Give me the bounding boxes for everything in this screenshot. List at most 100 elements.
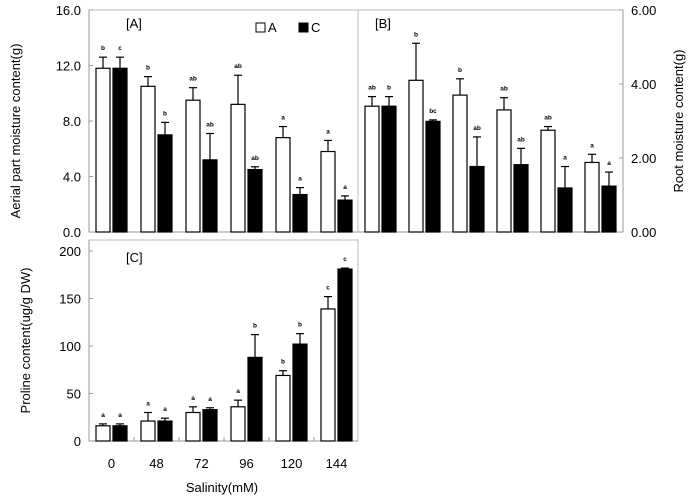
significance-letter: c [118,45,122,52]
significance-letter: a [281,115,285,122]
x-axis-title: Salinity(mM) [186,480,258,495]
bar-A-144 [584,161,600,233]
significance-letter: a [236,388,240,395]
bar-A-0 [364,105,380,233]
significance-letter: a [326,128,330,135]
y-tick-label: 12.0 [56,59,81,74]
significance-letter: c [343,256,347,263]
plot-frame [357,9,624,233]
significance-letter: b [163,110,167,117]
bar-A-96 [496,109,512,233]
significance-letter: b [101,45,105,52]
significance-letter: ab [517,136,525,143]
significance-letter: b [458,67,462,74]
bar-C-72 [202,409,218,442]
significance-letter: ab [251,155,259,162]
panel-label: [A] [126,16,142,31]
legend-label: C [311,20,320,35]
legend-swatch-C [298,22,309,33]
y-tick-label: 0.0 [63,225,81,240]
significance-letter: b [146,65,150,72]
y-tick-label: 150 [59,292,81,307]
bar-A-48 [408,79,424,233]
significance-letter: a [607,160,611,167]
bar-C-144 [337,199,353,233]
significance-letter: c [326,285,330,292]
bar-A-120 [275,374,291,442]
bar-A-48 [140,420,156,442]
significance-letter: bc [429,108,437,115]
plot-frame [88,239,359,442]
bar-A-96 [230,103,246,233]
x-tick-label: 96 [239,456,253,471]
significance-letter: a [101,412,105,419]
legend-label: A [268,20,277,35]
bar-C-0 [112,67,128,233]
significance-letter: ab [473,125,481,132]
significance-letter: b [281,359,285,366]
y-tick-label: 200 [59,244,81,259]
bar-A-0 [95,425,111,442]
bar-C-144 [337,268,353,442]
bar-A-0 [95,67,111,233]
y-tick-label: 16.0 [56,3,81,18]
x-tick-label: 120 [281,456,303,471]
bar-C-48 [157,420,173,442]
bar-A-144 [320,150,336,233]
significance-letter: a [298,176,302,183]
significance-letter: a [191,395,195,402]
plot-frame [88,9,359,233]
bar-C-144 [601,185,617,233]
significance-letter: b [253,323,257,330]
y-axis-title: Root moisture content(g) [671,49,686,192]
bar-A-144 [320,308,336,442]
significance-letter: ab [206,121,214,128]
bar-C-120 [292,343,308,442]
bar-A-72 [185,411,201,442]
significance-letter: ab [189,76,197,83]
significance-letter: ab [500,86,508,93]
significance-letter: a [163,406,167,413]
y-axis-title: Aerial part moisture content(g) [8,44,23,219]
y-tick-label: 0.00 [631,225,656,240]
bar-C-48 [425,120,441,233]
bar-C-72 [469,165,485,233]
bar-C-96 [513,164,529,233]
bar-A-120 [275,137,291,233]
bar-C-96 [247,356,263,442]
significance-letter: b [298,322,302,329]
significance-letter: b [414,31,418,38]
y-tick-label: 100 [59,339,81,354]
bar-A-96 [230,406,246,442]
y-tick-label: 6.00 [631,3,656,18]
y-tick-label: 4.0 [63,170,81,185]
y-tick-label: 8.0 [63,114,81,129]
bar-C-0 [112,425,128,442]
bar-C-0 [381,105,397,233]
significance-letter: ab [368,85,376,92]
x-tick-label: 0 [108,456,115,471]
panel-label: [B] [375,16,391,31]
significance-letter: a [146,401,150,408]
y-axis-title: Proline content(ug/g DW) [18,268,33,414]
y-tick-label: 50 [67,387,81,402]
significance-letter: a [563,155,567,162]
bar-C-48 [157,134,173,233]
panel-label: [C] [126,250,143,265]
significance-letter: b [387,85,391,92]
x-tick-label: 72 [194,456,208,471]
significance-letter: a [590,142,594,149]
significance-letter: ab [544,115,552,122]
bar-A-72 [452,94,468,233]
x-tick-label: 48 [149,456,163,471]
x-tick-label: 144 [326,456,348,471]
significance-letter: a [343,184,347,191]
significance-letter: ab [234,63,242,70]
bar-C-96 [247,168,263,233]
bar-C-120 [557,187,573,233]
bar-C-72 [202,159,218,233]
significance-letter: a [118,412,122,419]
significance-letter: a [208,396,212,403]
bar-C-120 [292,193,308,233]
